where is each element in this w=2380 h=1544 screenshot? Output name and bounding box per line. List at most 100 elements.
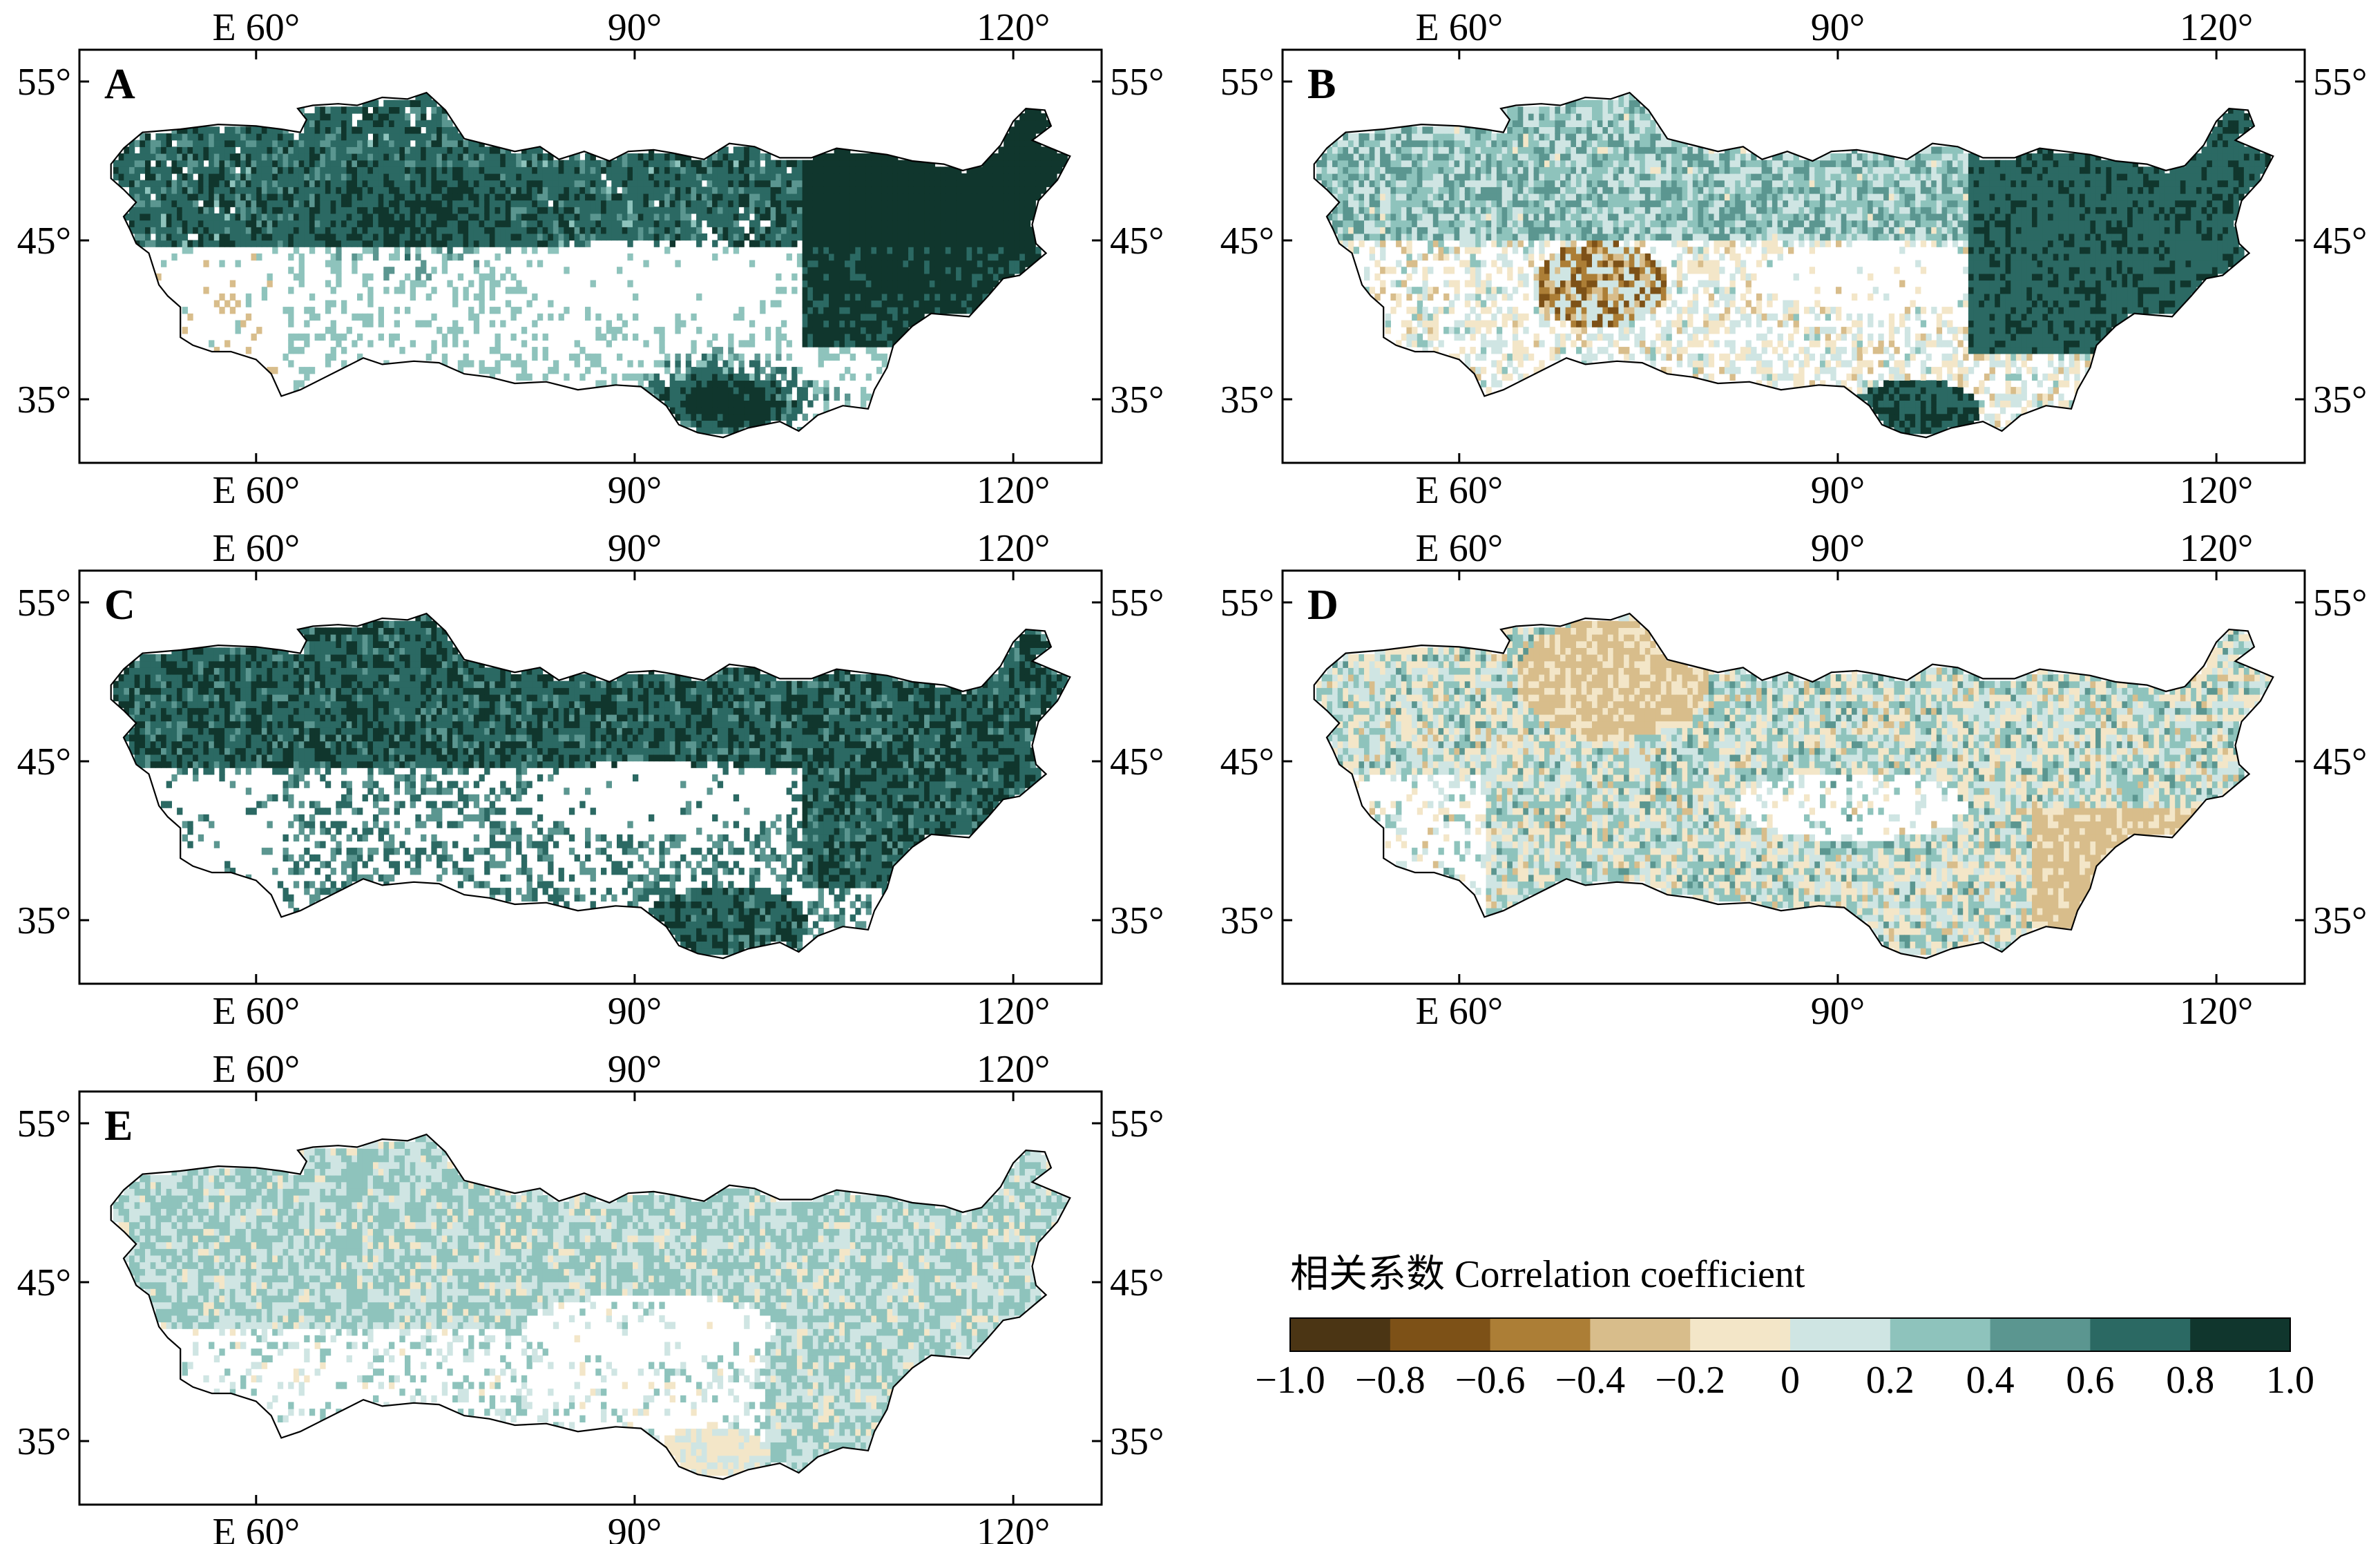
- raster-cell: [956, 180, 962, 187]
- raster-cell: [1343, 213, 1349, 221]
- raster-cell: [298, 106, 305, 114]
- raster-cell: [733, 393, 740, 401]
- raster-cell: [129, 227, 135, 234]
- raster-cell: [341, 207, 347, 214]
- raster-cell: [776, 193, 782, 201]
- raster-cell: [193, 193, 199, 201]
- raster-cell: [564, 207, 570, 214]
- raster-cell: [336, 247, 342, 254]
- raster-cell: [812, 187, 819, 194]
- raster-cell: [431, 153, 437, 161]
- raster-cell: [881, 320, 887, 327]
- raster-cell: [1369, 213, 1375, 221]
- raster-cell: [760, 207, 766, 214]
- raster-cell: [1019, 227, 1026, 234]
- raster-cell: [193, 140, 199, 147]
- raster-cell: [431, 126, 437, 134]
- raster-cell: [712, 393, 718, 401]
- raster-cell: [876, 333, 883, 341]
- raster-cell: [1454, 173, 1460, 181]
- raster-cell: [1517, 140, 1524, 147]
- raster-cell: [982, 260, 988, 267]
- raster-cell: [235, 133, 241, 141]
- raster-cell: [1491, 373, 1497, 381]
- raster-cell: [505, 300, 512, 307]
- raster-cell: [373, 160, 379, 167]
- raster-cell: [261, 187, 268, 194]
- raster-cell: [1030, 233, 1036, 241]
- raster-cell: [314, 187, 320, 194]
- raster-cell: [1496, 327, 1503, 334]
- raster-cell: [818, 153, 824, 161]
- raster-cell: [913, 213, 920, 221]
- raster-cell: [770, 173, 776, 181]
- raster-cell: [733, 160, 740, 167]
- raster-cell: [452, 293, 459, 301]
- raster-cell: [1480, 280, 1487, 287]
- raster-cell: [696, 380, 702, 388]
- raster-cell: [1539, 166, 1545, 174]
- raster-cell: [1019, 146, 1026, 154]
- raster-cell: [845, 153, 851, 161]
- raster-cell: [865, 180, 872, 187]
- raster-cell: [865, 200, 872, 207]
- raster-cell: [903, 260, 909, 267]
- raster-cell: [219, 166, 225, 174]
- raster-cell: [134, 140, 140, 147]
- raster-cell: [685, 360, 692, 368]
- raster-cell: [707, 420, 713, 428]
- raster-cell: [903, 207, 909, 214]
- raster-cell: [288, 187, 294, 194]
- raster-cell: [1380, 253, 1386, 261]
- raster-cell: [1507, 213, 1513, 221]
- raster-cell: [913, 287, 920, 294]
- raster-cell: [304, 180, 310, 187]
- raster-cell: [659, 180, 665, 187]
- raster-cell: [749, 400, 756, 408]
- raster-cell: [309, 293, 316, 301]
- raster-cell: [378, 173, 384, 181]
- raster-cell: [887, 293, 893, 301]
- raster-cell: [643, 213, 649, 221]
- raster-cell: [919, 160, 925, 167]
- raster-cell: [182, 240, 188, 247]
- raster-cell: [1406, 153, 1412, 161]
- raster-cell: [924, 180, 930, 187]
- raster-cell: [505, 200, 512, 207]
- raster-cell: [643, 200, 649, 207]
- raster-cell: [352, 213, 358, 221]
- raster-cell: [352, 220, 358, 227]
- raster-cell: [637, 166, 644, 174]
- raster-cell: [1401, 146, 1408, 154]
- raster-cell: [839, 340, 845, 347]
- raster-cell: [649, 233, 655, 241]
- raster-cell: [425, 220, 432, 227]
- raster-cell: [468, 146, 474, 154]
- raster-cell: [913, 313, 920, 321]
- raster-cell: [346, 233, 352, 241]
- raster-cell: [871, 287, 877, 294]
- raster-cell: [500, 207, 506, 214]
- raster-cell: [1544, 280, 1551, 287]
- raster-cell: [1459, 166, 1466, 174]
- raster-cell: [1369, 220, 1375, 227]
- raster-cell: [633, 227, 639, 234]
- raster-cell: [1385, 267, 1391, 274]
- raster-cell: [950, 207, 957, 214]
- raster-cell: [855, 280, 861, 287]
- raster-cell: [574, 187, 580, 194]
- raster-cell: [330, 207, 336, 214]
- raster-cell: [1533, 180, 1539, 187]
- raster-cell: [320, 166, 326, 174]
- raster-cell: [913, 267, 920, 274]
- raster-cell: [161, 180, 167, 187]
- raster-cell: [812, 166, 819, 174]
- raster-cell: [807, 240, 814, 247]
- raster-cell: [585, 207, 591, 214]
- raster-cell: [754, 373, 760, 381]
- raster-cell: [802, 260, 808, 267]
- raster-cell: [574, 240, 580, 247]
- raster-cell: [988, 260, 994, 267]
- raster-cell: [441, 133, 448, 141]
- raster-cell: [956, 220, 962, 227]
